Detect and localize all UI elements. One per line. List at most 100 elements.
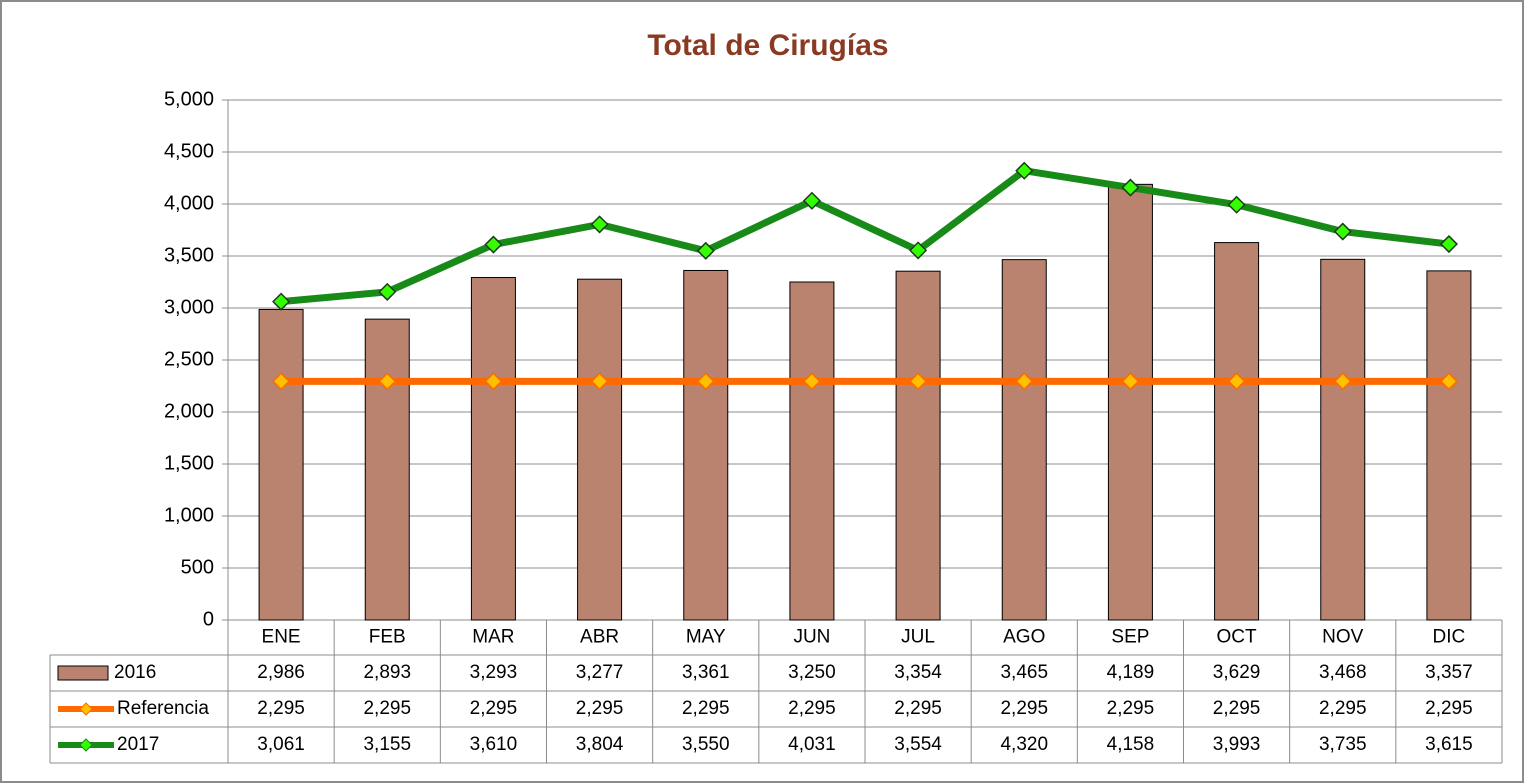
table-value: 3,361 <box>682 662 730 683</box>
table-value: 2,295 <box>576 698 624 719</box>
bar <box>683 269 729 621</box>
line-marker <box>802 191 821 210</box>
table-value: 3,468 <box>1319 662 1367 683</box>
table-value: 3,554 <box>894 734 942 755</box>
x-tick-label: MAY <box>686 627 726 648</box>
line-marker <box>1121 372 1140 391</box>
line-marker <box>1015 161 1034 180</box>
y-tick-label: 0 <box>203 608 214 630</box>
chart-title: Total de Cirugías <box>647 29 888 62</box>
y-tick-label: 3,500 <box>164 244 214 266</box>
table-value: 2,295 <box>257 698 305 719</box>
bar <box>1001 259 1047 621</box>
table-value: 2,295 <box>1213 698 1261 719</box>
table-value: 4,189 <box>1107 662 1155 683</box>
line-marker <box>272 292 291 311</box>
table-value: 3,993 <box>1213 734 1261 755</box>
x-tick-label: ABR <box>580 627 619 648</box>
table-value: 2,295 <box>788 698 836 719</box>
line-marker <box>484 235 503 254</box>
table-value: 3,550 <box>682 734 730 755</box>
table-value: 2,295 <box>682 698 730 719</box>
bar <box>1426 270 1472 621</box>
line-marker <box>696 241 715 260</box>
table-value: 4,158 <box>1107 734 1155 755</box>
bar <box>1320 258 1366 621</box>
table-value: 3,277 <box>576 662 624 683</box>
table-value: 3,354 <box>894 662 942 683</box>
table-value: 3,465 <box>1000 662 1048 683</box>
y-tick-label: 5,000 <box>164 88 214 110</box>
x-tick-label: MAR <box>472 627 514 648</box>
table-value: 2,295 <box>1107 698 1155 719</box>
table-value: 2,295 <box>1425 698 1473 719</box>
y-tick-label: 2,500 <box>164 348 214 370</box>
bar <box>577 278 623 621</box>
line-marker <box>590 215 609 234</box>
x-tick-label: JUN <box>793 627 830 648</box>
table-value: 3,629 <box>1213 662 1261 683</box>
x-tick-label: ENE <box>262 627 301 648</box>
line-marker <box>909 372 928 391</box>
x-tick-label: JUL <box>901 627 935 648</box>
line-marker <box>1439 234 1458 254</box>
y-tick-label: 3,000 <box>164 296 214 318</box>
legend-key <box>79 738 93 752</box>
line-marker <box>1439 372 1458 391</box>
y-tick-label: 4,000 <box>164 192 214 214</box>
line-marker <box>1015 372 1034 391</box>
y-tick-label: 500 <box>181 556 214 578</box>
line-marker <box>802 372 821 391</box>
line-marker <box>909 241 928 260</box>
y-tick-label: 1,500 <box>164 452 214 474</box>
x-tick-label: NOV <box>1322 627 1364 648</box>
line-marker <box>1333 222 1352 241</box>
y-tick-label: 4,500 <box>164 140 214 162</box>
legend-label: 2016 <box>114 662 156 683</box>
legend-label: Referencia <box>117 698 209 719</box>
line-marker <box>590 372 609 391</box>
bar <box>258 308 304 621</box>
x-tick-label: DIC <box>1433 627 1466 648</box>
bar <box>470 277 516 621</box>
line-marker <box>1333 372 1352 391</box>
bar <box>364 318 410 621</box>
table-value: 2,295 <box>1000 698 1048 719</box>
line-marker <box>1121 178 1140 197</box>
bar <box>895 270 941 621</box>
table-value: 3,293 <box>470 662 518 683</box>
y-tick-label: 2,000 <box>164 400 214 422</box>
table-value: 2,295 <box>894 698 942 719</box>
table-value: 3,155 <box>363 734 411 755</box>
legend-key <box>79 702 93 716</box>
line-marker <box>272 372 291 391</box>
table-value: 4,320 <box>1000 734 1048 755</box>
x-tick-label: SEP <box>1111 627 1149 648</box>
table-value: 3,357 <box>1425 662 1473 683</box>
bar <box>1107 183 1153 621</box>
table-value: 4,031 <box>788 734 836 755</box>
table-value: 2,295 <box>470 698 518 719</box>
line-marker <box>378 372 397 391</box>
legend-key <box>57 665 109 681</box>
y-tick-label: 1,000 <box>164 504 214 526</box>
line-marker <box>484 372 503 391</box>
line-marker <box>378 282 397 301</box>
table-value: 3,804 <box>576 734 624 755</box>
table-value: 2,986 <box>257 662 305 683</box>
line-marker <box>1227 195 1246 214</box>
bar <box>789 281 835 621</box>
x-tick-label: FEB <box>369 627 406 648</box>
table-value: 3,610 <box>470 734 518 755</box>
x-tick-label: OCT <box>1217 627 1258 648</box>
table-value: 3,250 <box>788 662 836 683</box>
table-value: 2,893 <box>363 662 411 683</box>
table-value: 3,615 <box>1425 734 1473 755</box>
series-line <box>280 167 1450 306</box>
table-value: 3,735 <box>1319 734 1367 755</box>
x-tick-label: AGO <box>1003 627 1045 648</box>
table-value: 3,061 <box>257 734 305 755</box>
line-marker <box>1227 372 1246 391</box>
